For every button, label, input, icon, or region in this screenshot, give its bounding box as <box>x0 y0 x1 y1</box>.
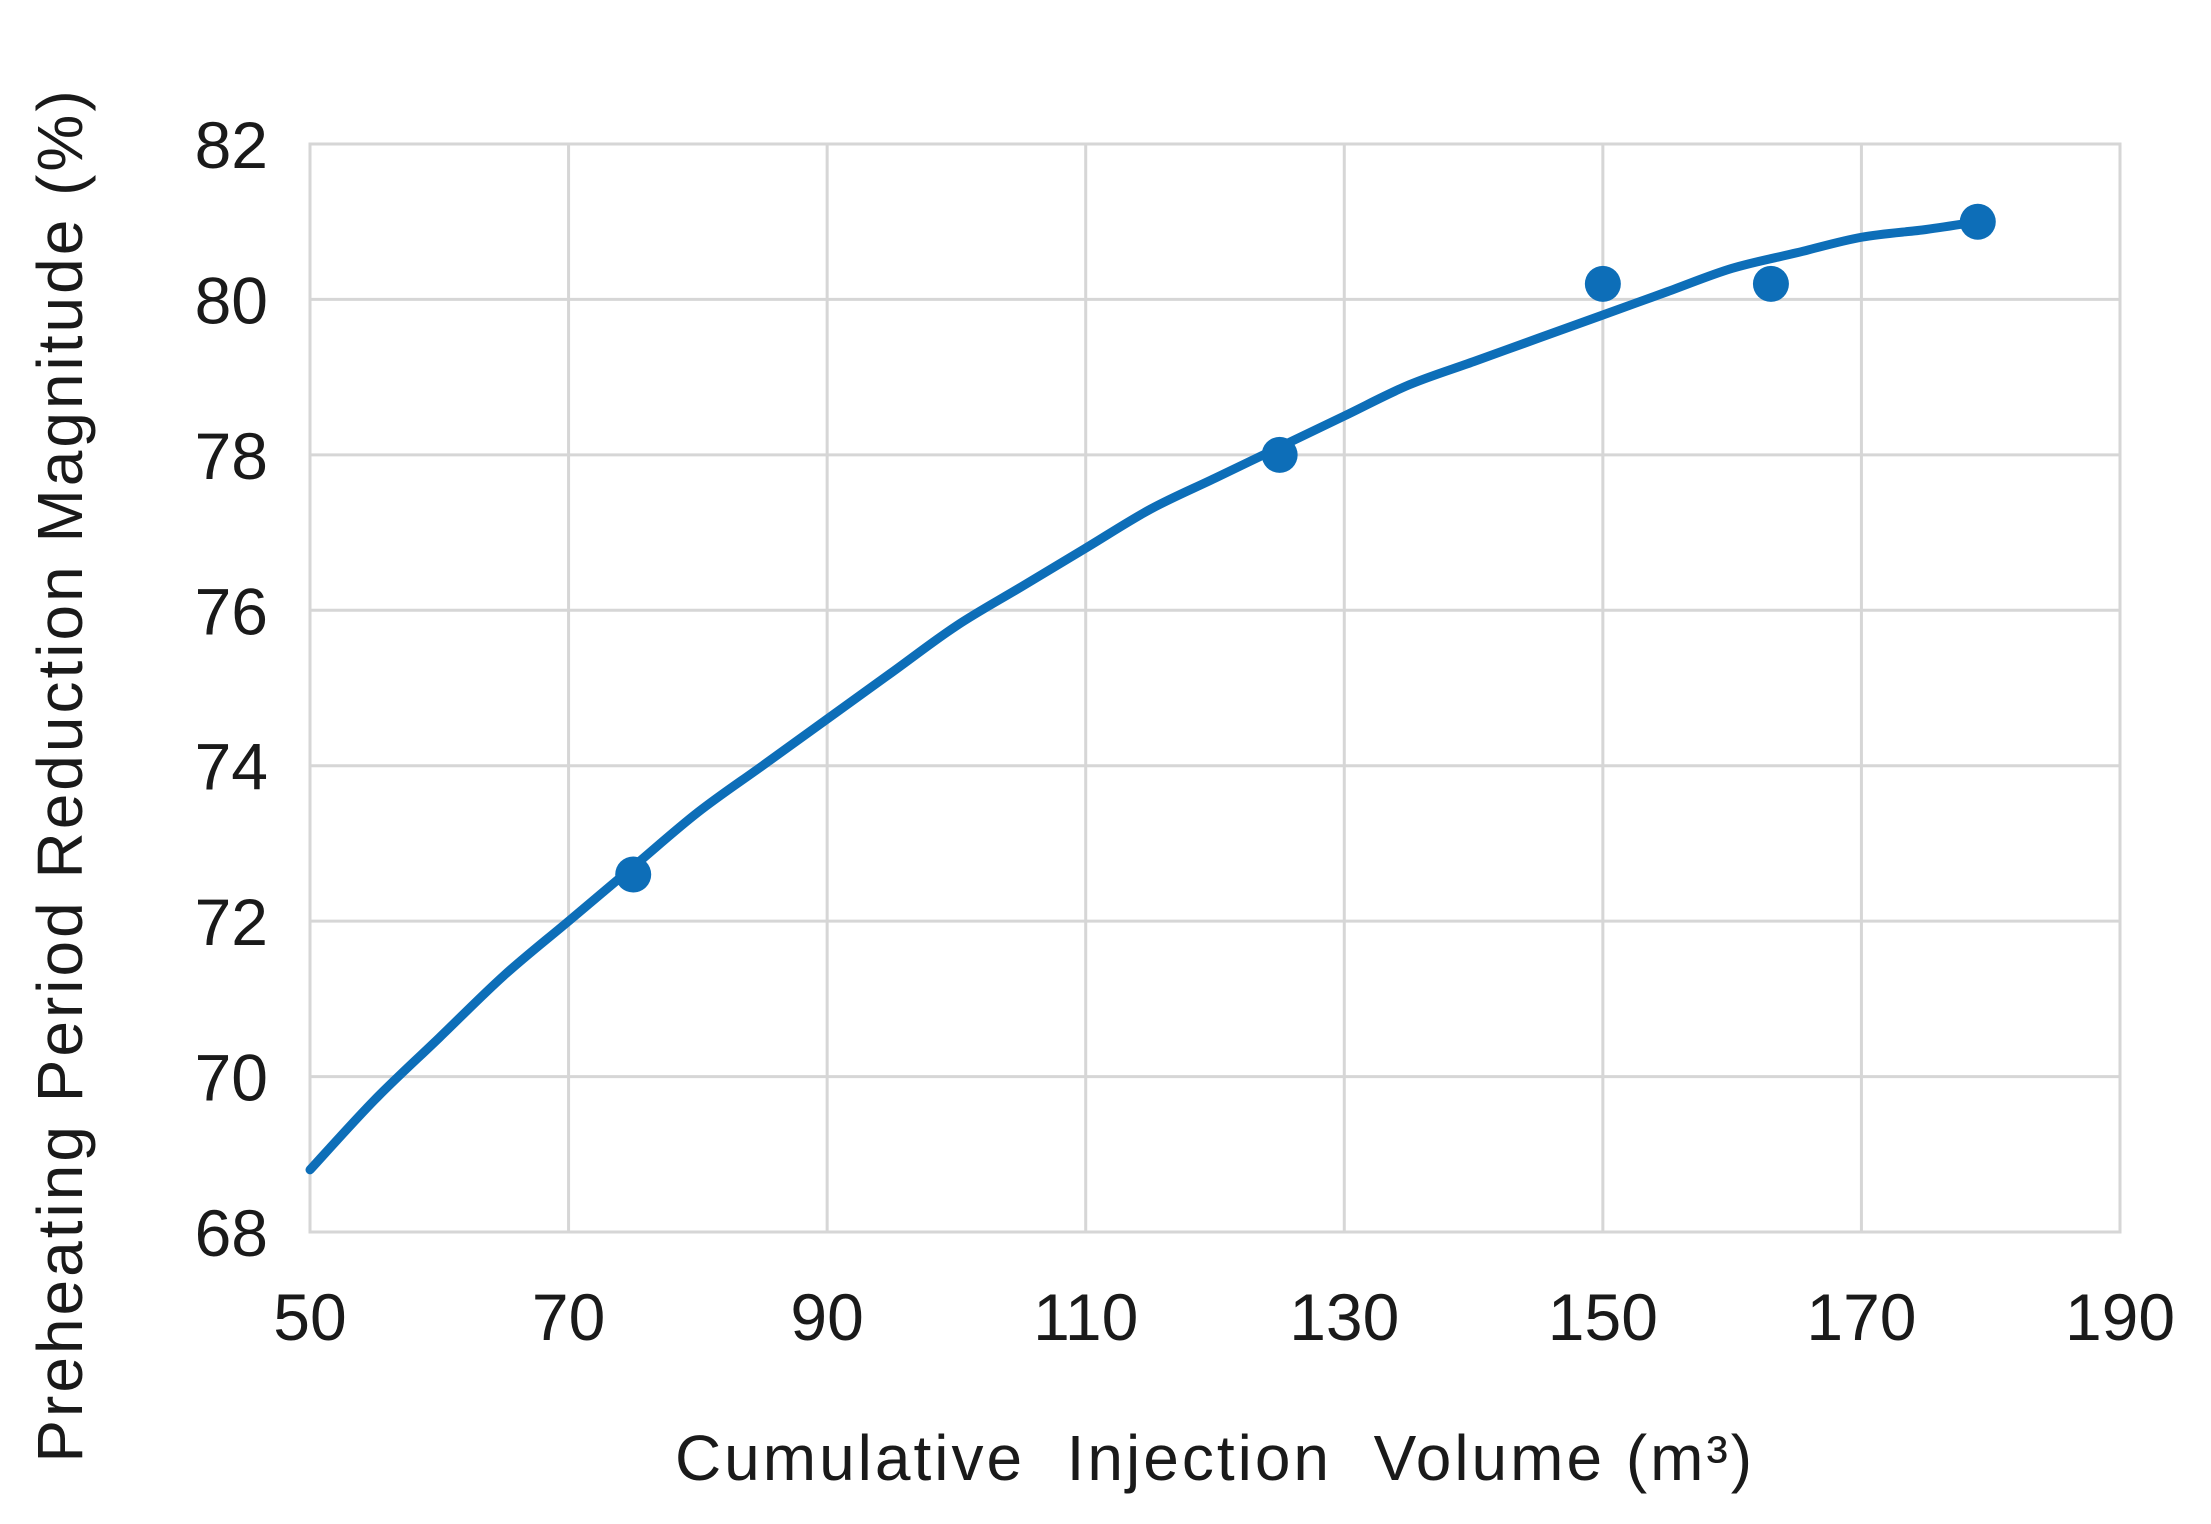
x-tick-label: 130 <box>1289 1280 1399 1354</box>
plot-frame <box>308 142 2122 1234</box>
y-tick-label: 70 <box>195 1041 268 1115</box>
y-tick-label: 82 <box>195 108 268 182</box>
x-tick-label: 90 <box>790 1280 863 1354</box>
x-tick-label: 150 <box>1548 1280 1658 1354</box>
grid <box>308 142 2122 1234</box>
data-point <box>1261 436 1298 473</box>
y-tick-labels: 68 70 72 74 76 78 80 82 <box>195 108 268 1270</box>
y-tick-label: 72 <box>195 885 268 959</box>
y-tick-label: 80 <box>195 263 268 337</box>
data-point <box>1584 265 1621 302</box>
x-tick-label: 50 <box>273 1280 346 1354</box>
data-points <box>615 203 1996 893</box>
x-tick-label: 70 <box>532 1280 605 1354</box>
x-tick-label: 190 <box>2065 1280 2175 1354</box>
y-tick-label: 68 <box>195 1196 268 1270</box>
y-tick-label: 76 <box>195 574 268 648</box>
data-point <box>1959 203 1996 240</box>
trend-line <box>305 217 1983 1175</box>
x-tick-label: 110 <box>1033 1280 1138 1354</box>
x-tick-label: 170 <box>1806 1280 1916 1354</box>
x-axis-title: Cumulative Injection Volume (m³) <box>675 1422 1755 1494</box>
data-point <box>1752 265 1789 302</box>
data-point <box>615 856 652 893</box>
y-tick-label: 74 <box>195 730 268 804</box>
trend-line-group <box>305 217 1983 1175</box>
y-axis-title: Preheating Period Reduction Magnitude (%… <box>24 87 96 1462</box>
x-tick-labels: 50 70 90 110 130 150 170 190 <box>273 1280 2175 1354</box>
y-tick-label: 78 <box>195 419 268 493</box>
